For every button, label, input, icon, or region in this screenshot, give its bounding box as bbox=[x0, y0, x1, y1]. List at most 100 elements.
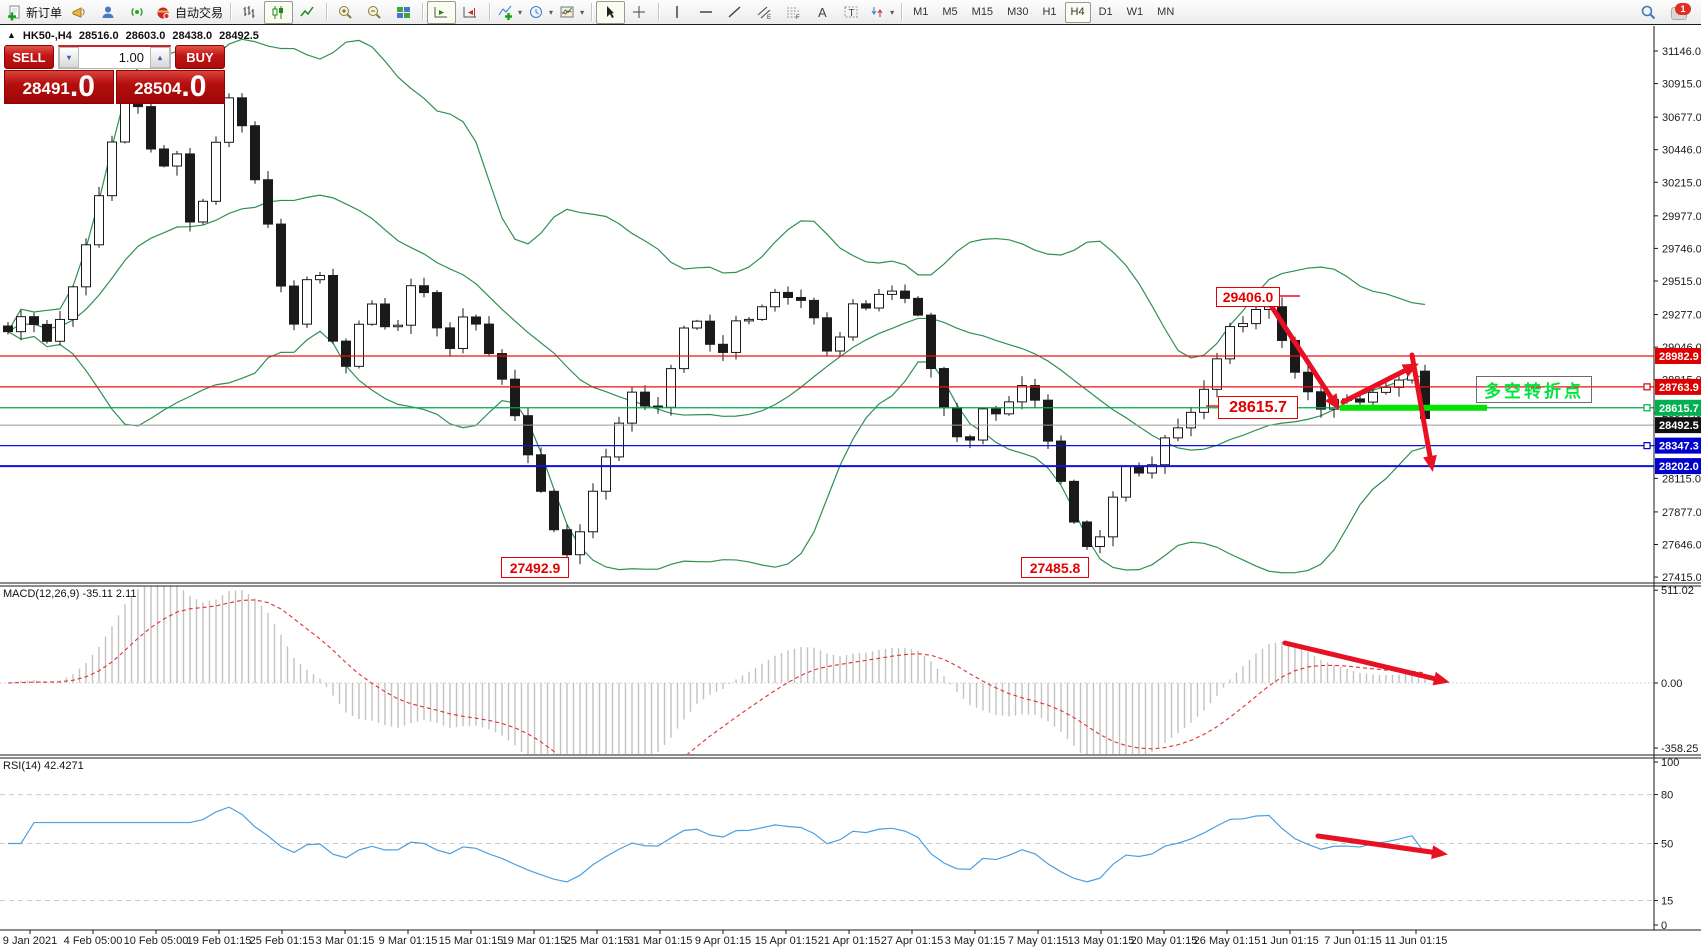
price-annotation-label[interactable]: 28615.7 bbox=[1218, 396, 1298, 419]
trend-arrow[interactable] bbox=[1265, 298, 1340, 411]
timeframe-d1-button[interactable]: D1 bbox=[1098, 6, 1113, 18]
price-annotation-label[interactable]: 29406.0 bbox=[1216, 287, 1280, 307]
toolbar-zoom-in-icon[interactable] bbox=[331, 1, 360, 24]
price-annotation-label[interactable]: 27492.9 bbox=[501, 557, 569, 578]
timeframe-h4-button[interactable]: H4 bbox=[1064, 1, 1091, 23]
toolbar-signals-icon[interactable] bbox=[123, 1, 152, 24]
price-badge-label: 28492.5 bbox=[1659, 420, 1699, 432]
toolbar-autotrading-button[interactable]: 自动交易 bbox=[152, 1, 226, 24]
time-axis-label: 15 Mar 01:15 bbox=[439, 935, 504, 947]
timeframe-mn-button[interactable]: MN bbox=[1157, 6, 1175, 18]
toolbar-periods-icon[interactable]: ▾ bbox=[525, 1, 556, 24]
time-axis-label: 25 Feb 01:15 bbox=[250, 935, 315, 947]
price-badge-label: 28347.3 bbox=[1659, 441, 1699, 453]
time-axis-label: 31 Mar 01:15 bbox=[628, 935, 693, 947]
macd-indicator-label: MACD(12,26,9) -35.11 2.11 bbox=[3, 588, 137, 600]
toolbar-community-icon[interactable] bbox=[94, 1, 123, 24]
toolbar-chart-shift-icon[interactable] bbox=[456, 1, 485, 24]
toolbar-indicators-icon[interactable]: ▾ bbox=[494, 1, 525, 24]
time-axis-label: 9 Apr 01:15 bbox=[695, 935, 751, 947]
toolbar-shapes-icon[interactable]: ▾ bbox=[866, 1, 897, 24]
price-tick-label: 29746.0 bbox=[1662, 243, 1701, 255]
toolbar-alert-megaphone-icon[interactable] bbox=[65, 1, 94, 24]
toolbar-tile-windows-icon[interactable] bbox=[389, 1, 418, 24]
svg-text:T: T bbox=[849, 8, 855, 19]
toolbar-horizontal-line-icon[interactable] bbox=[692, 1, 721, 24]
trend-arrow[interactable] bbox=[1282, 640, 1450, 686]
sell-button[interactable]: SELL bbox=[4, 45, 54, 69]
time-axis-label: 7 May 01:15 bbox=[1008, 935, 1069, 947]
price-tick-label: 28115.0 bbox=[1662, 473, 1701, 485]
quote-header: ▲ HK50-,H4 28516.0 28603.0 28438.0 28492… bbox=[7, 30, 259, 42]
trend-arrow[interactable] bbox=[1340, 363, 1419, 405]
time-axis-label: 10 Feb 05:00 bbox=[124, 935, 189, 947]
timeframe-m1-button[interactable]: M1 bbox=[913, 6, 929, 18]
trend-arrow[interactable] bbox=[1409, 352, 1437, 472]
toolbar-cursor-icon[interactable] bbox=[596, 0, 626, 24]
toolbar-trendline-icon[interactable] bbox=[721, 1, 750, 24]
one-click-trading-panel: SELL ▾ 1.00 ▴ BUY 28491.0 28504.0 bbox=[4, 45, 225, 104]
horizontal-line-objects[interactable] bbox=[0, 355, 1654, 468]
annotation-arrows[interactable] bbox=[1206, 295, 1450, 860]
notifications-icon[interactable]: 1 bbox=[1671, 3, 1691, 21]
timeframe-h1-button[interactable]: H1 bbox=[1042, 6, 1057, 18]
price-badge bbox=[1655, 437, 1701, 454]
buy-price[interactable]: 28504.0 bbox=[115, 70, 225, 104]
price-badge bbox=[1655, 458, 1701, 475]
collapse-arrow-icon[interactable]: ▲ bbox=[7, 30, 16, 40]
buy-button[interactable]: BUY bbox=[175, 45, 225, 69]
line-handle[interactable] bbox=[1643, 404, 1651, 412]
price-tick-label: 30215.0 bbox=[1662, 177, 1701, 189]
toolbar-equidistant-channel-icon[interactable]: E bbox=[750, 1, 779, 24]
toolbar-zoom-out-icon[interactable] bbox=[360, 1, 389, 24]
timeframe-m5-button[interactable]: M5 bbox=[942, 6, 958, 18]
toolbar-line-chart-icon[interactable] bbox=[293, 1, 322, 24]
price-tick-label: 29515.0 bbox=[1662, 276, 1701, 288]
search-icon[interactable] bbox=[1634, 1, 1663, 24]
time-axis-label: 1 Jun 01:15 bbox=[1261, 935, 1319, 947]
line-handle[interactable] bbox=[1643, 442, 1651, 450]
toolbar-crosshair-icon[interactable] bbox=[625, 1, 654, 24]
toolbar-text-icon[interactable]: A bbox=[808, 1, 837, 24]
time-axis-label: 9 Mar 01:15 bbox=[379, 935, 438, 947]
chevron-down-icon: ▾ bbox=[890, 7, 895, 17]
timeframe-m15-button[interactable]: M15 bbox=[971, 6, 994, 18]
price-badge-label: 28763.9 bbox=[1659, 382, 1699, 394]
volume-decrease-button[interactable]: ▾ bbox=[59, 47, 79, 68]
toolbar-new-order-button[interactable]: 新订单 bbox=[3, 1, 65, 24]
toolbar-templates-icon[interactable]: ▾ bbox=[556, 1, 587, 24]
time-axis-label: 7 Jun 01:15 bbox=[1324, 935, 1382, 947]
price-badge bbox=[1655, 399, 1701, 416]
price-badge-label: 28615.7 bbox=[1659, 403, 1699, 415]
turning-point-note[interactable]: 多空转折点 bbox=[1476, 376, 1592, 403]
price-badge-label: 28982.9 bbox=[1659, 351, 1699, 363]
trend-arrow[interactable] bbox=[1315, 833, 1448, 860]
line-handle[interactable] bbox=[1643, 383, 1651, 391]
rsi-scale-label: 100 bbox=[1661, 757, 1679, 769]
price-annotation-label[interactable]: 27485.8 bbox=[1021, 557, 1089, 578]
bollinger-bands bbox=[7, 38, 1426, 574]
main-toolbar: 新订单 自动交易 ▾ ▾ ▾ E F A T ▾ M1 M5 M15 M30 H1 H4 D1 W1 MN 1 bbox=[0, 0, 1701, 25]
chevron-down-icon: ▾ bbox=[518, 7, 523, 17]
svg-text:E: E bbox=[767, 15, 771, 21]
timeframe-m30-button[interactable]: M30 bbox=[1007, 6, 1029, 18]
toolbar-text-label-icon[interactable]: T bbox=[837, 1, 866, 24]
timeframe-w1-button[interactable]: W1 bbox=[1126, 6, 1144, 18]
thick-trendline-segment[interactable] bbox=[1340, 404, 1487, 411]
quote-symbol: HK50-,H4 bbox=[22, 30, 72, 42]
toolbar-separator bbox=[326, 3, 328, 21]
price-tick-label: 27877.0 bbox=[1662, 507, 1701, 519]
toolbar-bars-chart-icon[interactable] bbox=[235, 1, 264, 24]
toolbar-fibonacci-icon[interactable]: F bbox=[779, 1, 808, 24]
toolbar-candles-chart-icon[interactable] bbox=[264, 0, 294, 24]
price-axis[interactable]: 31146.0 30915.0 30677.0 30446.0 30215.0 29977… bbox=[1654, 46, 1701, 932]
toolbar-vertical-line-icon[interactable] bbox=[663, 1, 692, 24]
price-badge bbox=[1655, 378, 1701, 395]
price-tick-label: 30677.0 bbox=[1662, 112, 1701, 124]
toolbar-auto-scroll-icon[interactable] bbox=[427, 0, 457, 24]
sell-price[interactable]: 28491.0 bbox=[4, 70, 114, 104]
volume-increase-button[interactable]: ▴ bbox=[150, 47, 170, 68]
volume-input[interactable]: 1.00 bbox=[118, 50, 144, 65]
